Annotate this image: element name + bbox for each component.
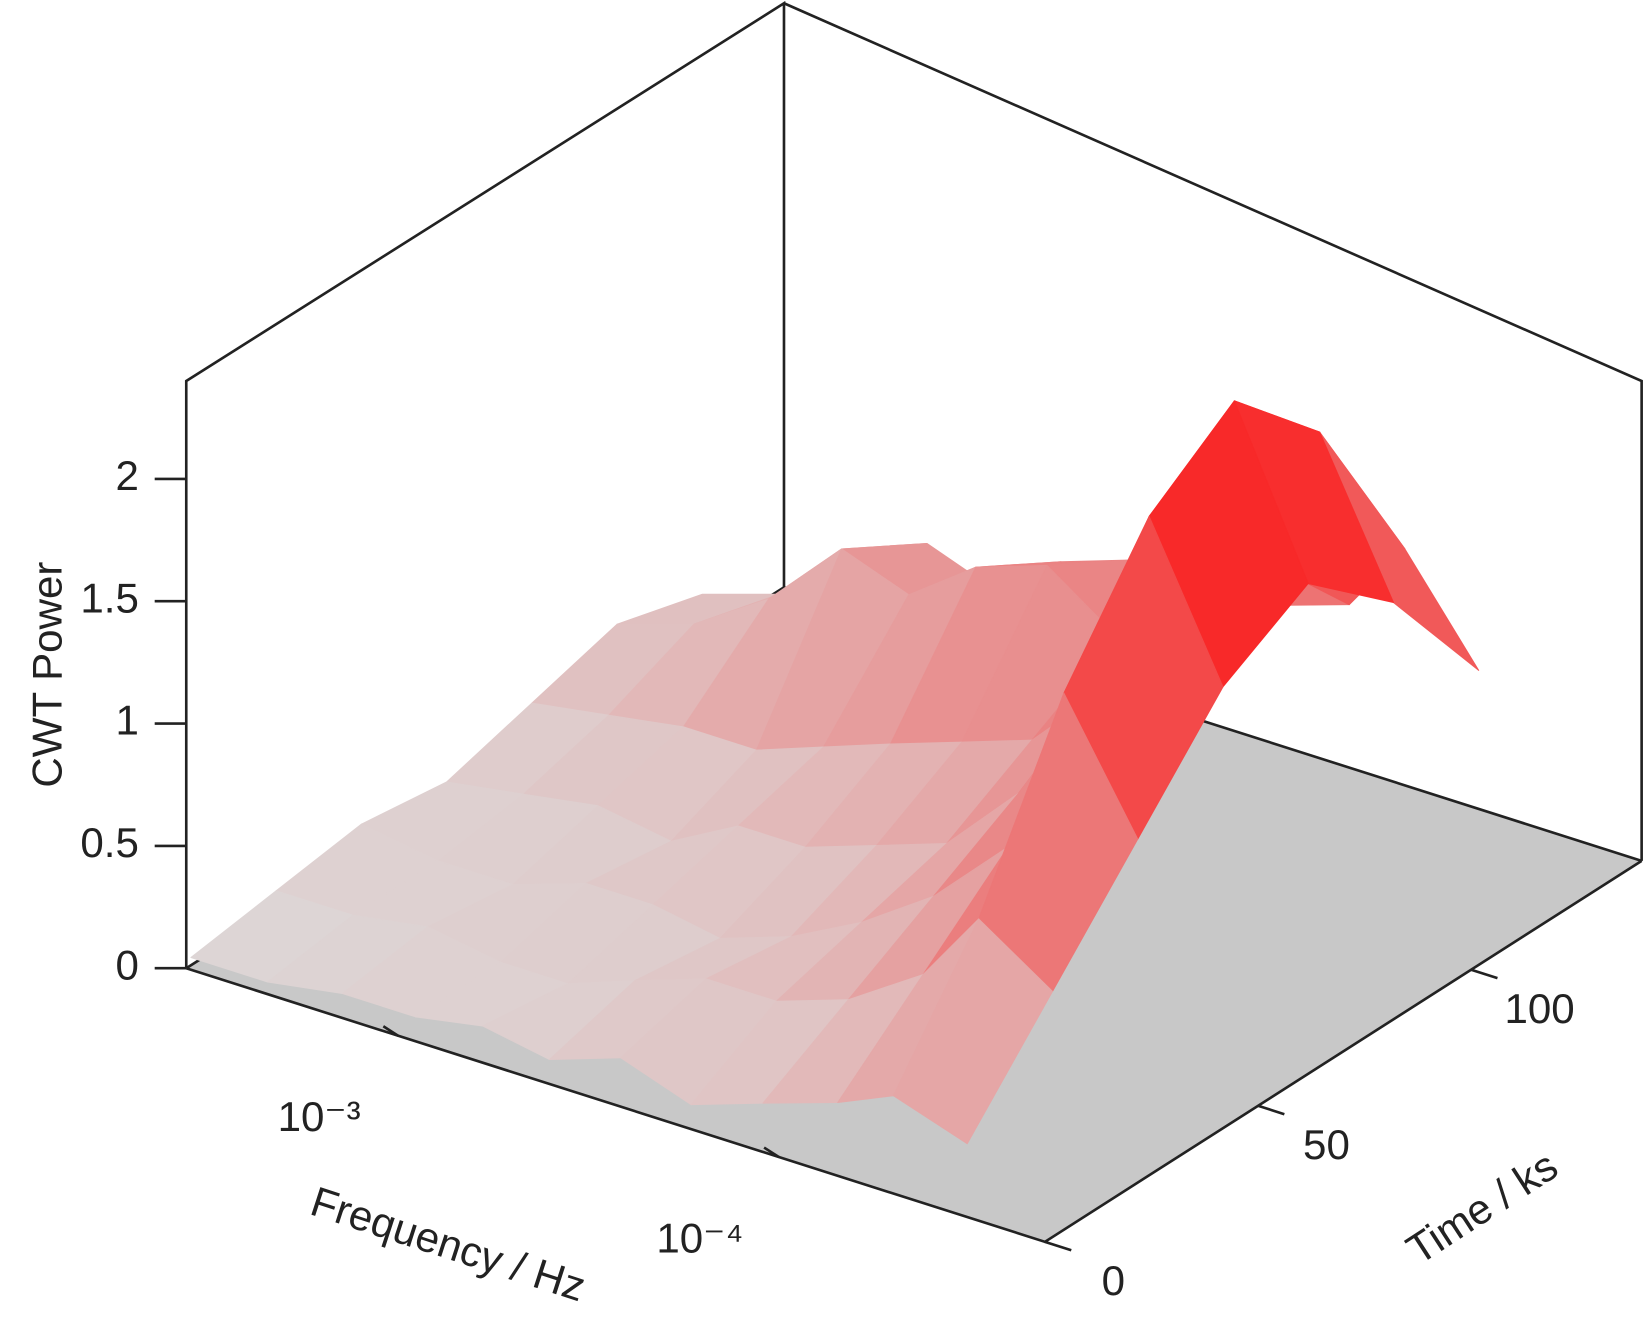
y-tick [1470,968,1498,980]
back-wall-edge [783,2,1643,861]
z-tick-label: 0.5 [80,819,139,866]
surface-patch [892,918,1054,1145]
y-axis-label: Time / ks [1398,1142,1565,1274]
z-axis-label: CWT Power [24,562,71,788]
left-wall-edge [184,0,786,969]
x-tick [382,1025,399,1037]
surface [190,400,1480,1145]
y-tick-label: 50 [1303,1121,1350,1168]
x-axis-label: Frequency / Hz [305,1177,591,1310]
x-tick-label: 10⁻³ [278,1093,361,1140]
z-tick-label: 1 [116,697,139,744]
y-tick [1257,1104,1285,1116]
y-tick-label: 0 [1102,1257,1125,1304]
y-tick-label: 100 [1504,985,1574,1032]
z-tick-label: 0 [116,941,139,988]
x-tick-label: 10⁻⁴ [656,1214,743,1261]
z-tick-label: 2 [116,452,139,499]
axes-front: 0 0.5 1 1.5 2 10⁻³ 10⁻⁴ 0 50 100 [80,452,1643,1304]
z-tick-label: 1.5 [80,574,139,621]
y-tick [1044,1240,1072,1252]
x-tick [763,1146,780,1159]
